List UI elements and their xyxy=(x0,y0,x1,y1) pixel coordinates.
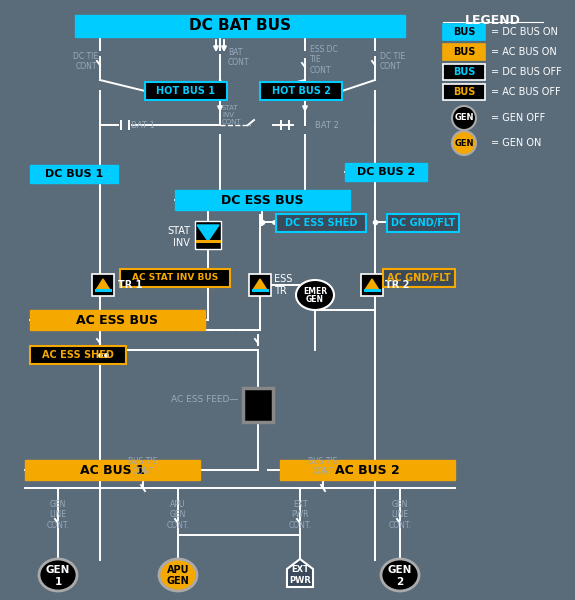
FancyBboxPatch shape xyxy=(443,84,485,100)
Text: EXT
PWR: EXT PWR xyxy=(289,565,311,584)
Text: DC ESS BUS: DC ESS BUS xyxy=(221,193,304,206)
Text: BUS: BUS xyxy=(453,67,475,77)
Text: AC GND/FLT: AC GND/FLT xyxy=(387,273,451,283)
Text: = AC BUS ON: = AC BUS ON xyxy=(491,47,557,57)
Text: BAT 2: BAT 2 xyxy=(315,121,339,130)
Text: = GEN OFF: = GEN OFF xyxy=(491,113,545,123)
FancyBboxPatch shape xyxy=(443,64,485,80)
FancyBboxPatch shape xyxy=(243,388,273,422)
FancyBboxPatch shape xyxy=(383,269,455,287)
Ellipse shape xyxy=(159,559,197,591)
Text: AC ESS FEED—: AC ESS FEED— xyxy=(171,395,238,404)
Text: = DC BUS ON: = DC BUS ON xyxy=(491,27,558,37)
Text: GEN
LINE
CONT.: GEN LINE CONT. xyxy=(389,500,412,530)
FancyBboxPatch shape xyxy=(443,24,485,40)
Text: GEN: GEN xyxy=(306,295,324,304)
FancyBboxPatch shape xyxy=(30,165,118,183)
Text: AC BUS 1: AC BUS 1 xyxy=(80,463,145,476)
Ellipse shape xyxy=(39,559,77,591)
FancyBboxPatch shape xyxy=(30,310,205,330)
FancyBboxPatch shape xyxy=(25,460,200,480)
FancyBboxPatch shape xyxy=(276,214,366,232)
Text: TR 1: TR 1 xyxy=(118,280,143,290)
FancyBboxPatch shape xyxy=(120,269,230,287)
Text: LEGEND: LEGEND xyxy=(465,14,521,27)
Polygon shape xyxy=(197,225,219,241)
Text: 2: 2 xyxy=(396,577,404,587)
Text: HOT BUS 1: HOT BUS 1 xyxy=(156,86,216,96)
Polygon shape xyxy=(96,279,110,290)
Text: DC TIE
CONT: DC TIE CONT xyxy=(380,52,405,71)
Text: EMER: EMER xyxy=(303,287,327,296)
Text: DC TIE
CONT: DC TIE CONT xyxy=(74,52,98,71)
Text: GEN
LINE
CONT.: GEN LINE CONT. xyxy=(47,500,70,530)
FancyBboxPatch shape xyxy=(75,15,405,37)
Text: = GEN ON: = GEN ON xyxy=(491,138,542,148)
Text: EXT
PWR
CONT.: EXT PWR CONT. xyxy=(289,500,312,530)
FancyBboxPatch shape xyxy=(443,44,485,60)
Text: BUS: BUS xyxy=(453,27,475,37)
Text: BUS TIE
CONT: BUS TIE CONT xyxy=(128,457,158,476)
Text: STAT
INV: STAT INV xyxy=(167,226,190,248)
Text: APU: APU xyxy=(167,565,189,575)
Text: GEN: GEN xyxy=(454,113,474,122)
Polygon shape xyxy=(287,559,313,587)
Text: BUS: BUS xyxy=(453,47,475,57)
Text: APU
GEN
CONT.: APU GEN CONT. xyxy=(167,500,190,530)
FancyBboxPatch shape xyxy=(280,460,455,480)
Text: TR 2: TR 2 xyxy=(385,280,409,290)
Text: DC BUS 2: DC BUS 2 xyxy=(357,167,415,177)
Ellipse shape xyxy=(296,280,334,310)
Text: DC GND/FLT: DC GND/FLT xyxy=(391,218,455,228)
FancyBboxPatch shape xyxy=(175,190,350,210)
Text: BAT 1: BAT 1 xyxy=(131,121,155,130)
Polygon shape xyxy=(365,279,379,290)
Text: HOT BUS 2: HOT BUS 2 xyxy=(271,86,331,96)
Text: BAT
CONT: BAT CONT xyxy=(228,48,250,67)
FancyBboxPatch shape xyxy=(345,163,427,181)
Text: DC ESS SHED: DC ESS SHED xyxy=(285,218,357,228)
Text: GEN: GEN xyxy=(46,565,70,575)
Text: = AC BUS OFF: = AC BUS OFF xyxy=(491,87,561,97)
Circle shape xyxy=(452,131,476,155)
Text: GEN: GEN xyxy=(388,565,412,575)
Text: ESS
TR: ESS TR xyxy=(274,274,292,296)
FancyBboxPatch shape xyxy=(30,346,126,364)
Text: BUS: BUS xyxy=(453,87,475,97)
Text: GEN: GEN xyxy=(167,576,189,586)
Text: DC BAT BUS: DC BAT BUS xyxy=(189,19,291,34)
Text: BUS TIE
CONT: BUS TIE CONT xyxy=(308,457,338,476)
Text: STAT
INV
CONT: STAT INV CONT xyxy=(222,105,242,125)
Text: = DC BUS OFF: = DC BUS OFF xyxy=(491,67,562,77)
Text: GEN: GEN xyxy=(454,139,474,148)
Text: AC ESS BUS: AC ESS BUS xyxy=(76,313,159,326)
Text: AC ESS SHED: AC ESS SHED xyxy=(42,350,114,360)
FancyBboxPatch shape xyxy=(195,221,221,249)
Text: AC STAT INV BUS: AC STAT INV BUS xyxy=(132,274,218,283)
FancyBboxPatch shape xyxy=(92,274,114,296)
Text: ESS DC
TIE
CONT: ESS DC TIE CONT xyxy=(310,45,338,75)
Circle shape xyxy=(452,106,476,130)
Ellipse shape xyxy=(381,559,419,591)
Text: 1: 1 xyxy=(55,577,62,587)
Text: AC BUS 2: AC BUS 2 xyxy=(335,463,400,476)
Text: DC BUS 1: DC BUS 1 xyxy=(45,169,103,179)
Polygon shape xyxy=(253,279,267,290)
FancyBboxPatch shape xyxy=(145,82,227,100)
FancyBboxPatch shape xyxy=(249,274,271,296)
FancyBboxPatch shape xyxy=(387,214,459,232)
FancyBboxPatch shape xyxy=(361,274,383,296)
FancyBboxPatch shape xyxy=(260,82,342,100)
